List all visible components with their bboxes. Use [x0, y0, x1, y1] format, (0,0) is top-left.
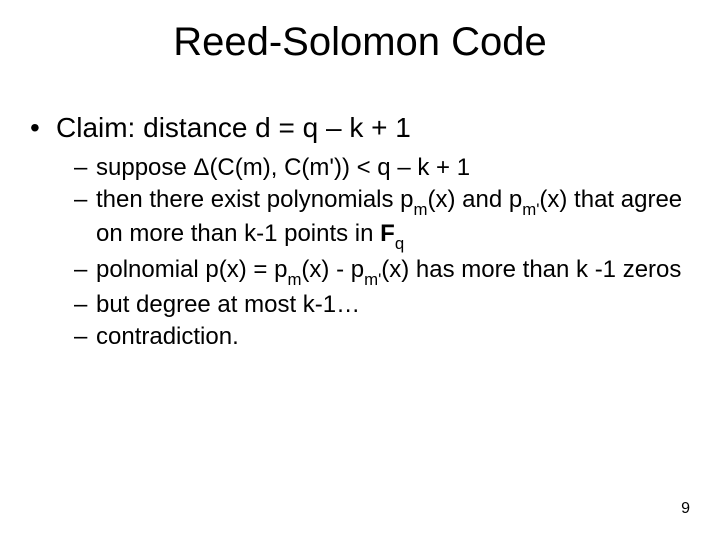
bold-text: F: [380, 220, 395, 247]
subpoint-line: –suppose Δ(C(m), C(m')) < q – k + 1: [74, 153, 690, 183]
bullet-icon: •: [30, 110, 56, 145]
claim-line: • Claim: distance d = q – k + 1: [30, 110, 690, 145]
page-number: 9: [681, 500, 690, 518]
text-segment: contradiction.: [96, 323, 239, 350]
subpoints-list: –suppose Δ(C(m), C(m')) < q – k + 1–then…: [30, 153, 690, 352]
subpoint-text: then there exist polynomials pm(x) and p…: [96, 185, 690, 253]
dash-icon: –: [74, 290, 96, 320]
dash-icon: –: [74, 322, 96, 352]
text-segment: polnomial p(x) = p: [96, 256, 287, 283]
subscript-text: m': [364, 270, 381, 289]
text-segment: (x) - p: [301, 256, 364, 283]
text-segment: but degree at most k-1…: [96, 291, 360, 318]
subscript-text: m': [522, 200, 539, 219]
subscript-text: q: [395, 234, 404, 253]
dash-icon: –: [74, 255, 96, 289]
claim-text: Claim: distance d = q – k + 1: [56, 110, 411, 145]
text-segment: then there exist polynomials p: [96, 186, 414, 213]
text-segment: k + 1: [411, 154, 470, 181]
subpoint-text: but degree at most k-1…: [96, 290, 360, 320]
text-segment: suppose Δ(C(m), C(m')) < q: [96, 154, 397, 181]
slide: Reed-Solomon Code • Claim: distance d = …: [0, 0, 720, 540]
subscript-text: m: [287, 270, 301, 289]
subpoint-line: –polnomial p(x) = pm(x) - pm'(x) has mor…: [74, 255, 690, 289]
subpoint-text: suppose Δ(C(m), C(m')) < q – k + 1: [96, 153, 470, 183]
subpoint-line: –then there exist polynomials pm(x) and …: [74, 185, 690, 253]
text-segment: –: [397, 154, 410, 181]
text-segment: (x) has more than k -1 zeros: [381, 256, 681, 283]
subpoint-text: contradiction.: [96, 322, 239, 352]
slide-body: • Claim: distance d = q – k + 1 –suppose…: [30, 110, 690, 354]
subpoint-line: –but degree at most k-1…: [74, 290, 690, 320]
text-segment: (x) and p: [428, 186, 523, 213]
slide-title: Reed-Solomon Code: [0, 20, 720, 65]
subpoint-line: –contradiction.: [74, 322, 690, 352]
dash-icon: –: [74, 153, 96, 183]
subpoint-text: polnomial p(x) = pm(x) - pm'(x) has more…: [96, 255, 681, 289]
dash-icon: –: [74, 185, 96, 253]
subscript-text: m: [414, 200, 428, 219]
